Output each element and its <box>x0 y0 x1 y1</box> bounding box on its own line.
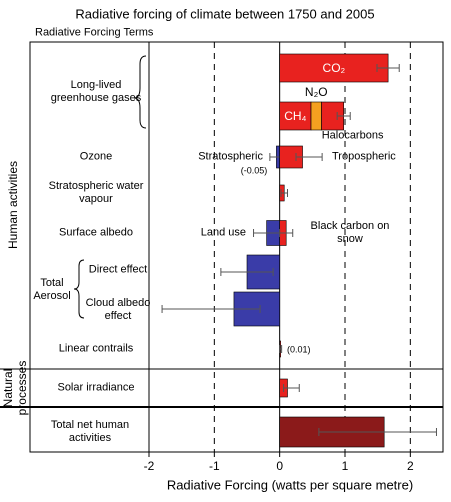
x-axis-label: Radiative Forcing (watts per square metr… <box>166 477 414 493</box>
bar <box>279 53 389 83</box>
header: Radiative Forcing Terms <box>35 26 154 39</box>
bar-label: Black carbon on snow <box>310 220 390 245</box>
x-tick-label: 1 <box>341 459 349 473</box>
row-label: Cloud albedo effect <box>85 297 151 322</box>
group-label: Total Aerosol <box>33 277 71 302</box>
brace <box>73 259 85 319</box>
value-label: (-0.05) <box>240 165 268 176</box>
row-label: Long-lived greenhouse gases <box>50 79 142 104</box>
bar-label: Stratospheric <box>198 150 263 163</box>
section-label: Human activities <box>6 160 20 250</box>
bar-label: N₂O <box>304 85 328 99</box>
x-tick-label: 0 <box>276 459 283 473</box>
bar-label: CH₄ <box>284 109 307 123</box>
value-label: (0.01) <box>287 344 311 355</box>
row-label: Surface albedo <box>59 226 133 239</box>
row-label: Direct effect <box>88 263 148 276</box>
bar-label: Tropospheric <box>332 150 396 163</box>
x-tick-label: -2 <box>143 459 155 473</box>
bar <box>310 101 322 131</box>
section-label: Natural processes <box>1 360 29 416</box>
bar-label: Halocarbons <box>321 129 384 142</box>
frame <box>29 41 444 453</box>
chart-title: Radiative forcing of climate between 175… <box>75 6 375 22</box>
bar-label: Land use <box>200 226 246 239</box>
row-label: Total net human activities <box>50 419 130 444</box>
row-label: Stratospheric water vapour <box>48 180 144 205</box>
bar-label: CO₂ <box>322 61 346 75</box>
bar <box>279 101 312 131</box>
x-tick-label: -1 <box>208 459 220 473</box>
row-label: Ozone <box>79 150 113 163</box>
row-label: Linear contrails <box>58 342 134 355</box>
row-label: Solar irradiance <box>57 381 135 394</box>
brace <box>133 55 147 129</box>
x-tick-label: 2 <box>406 459 414 473</box>
